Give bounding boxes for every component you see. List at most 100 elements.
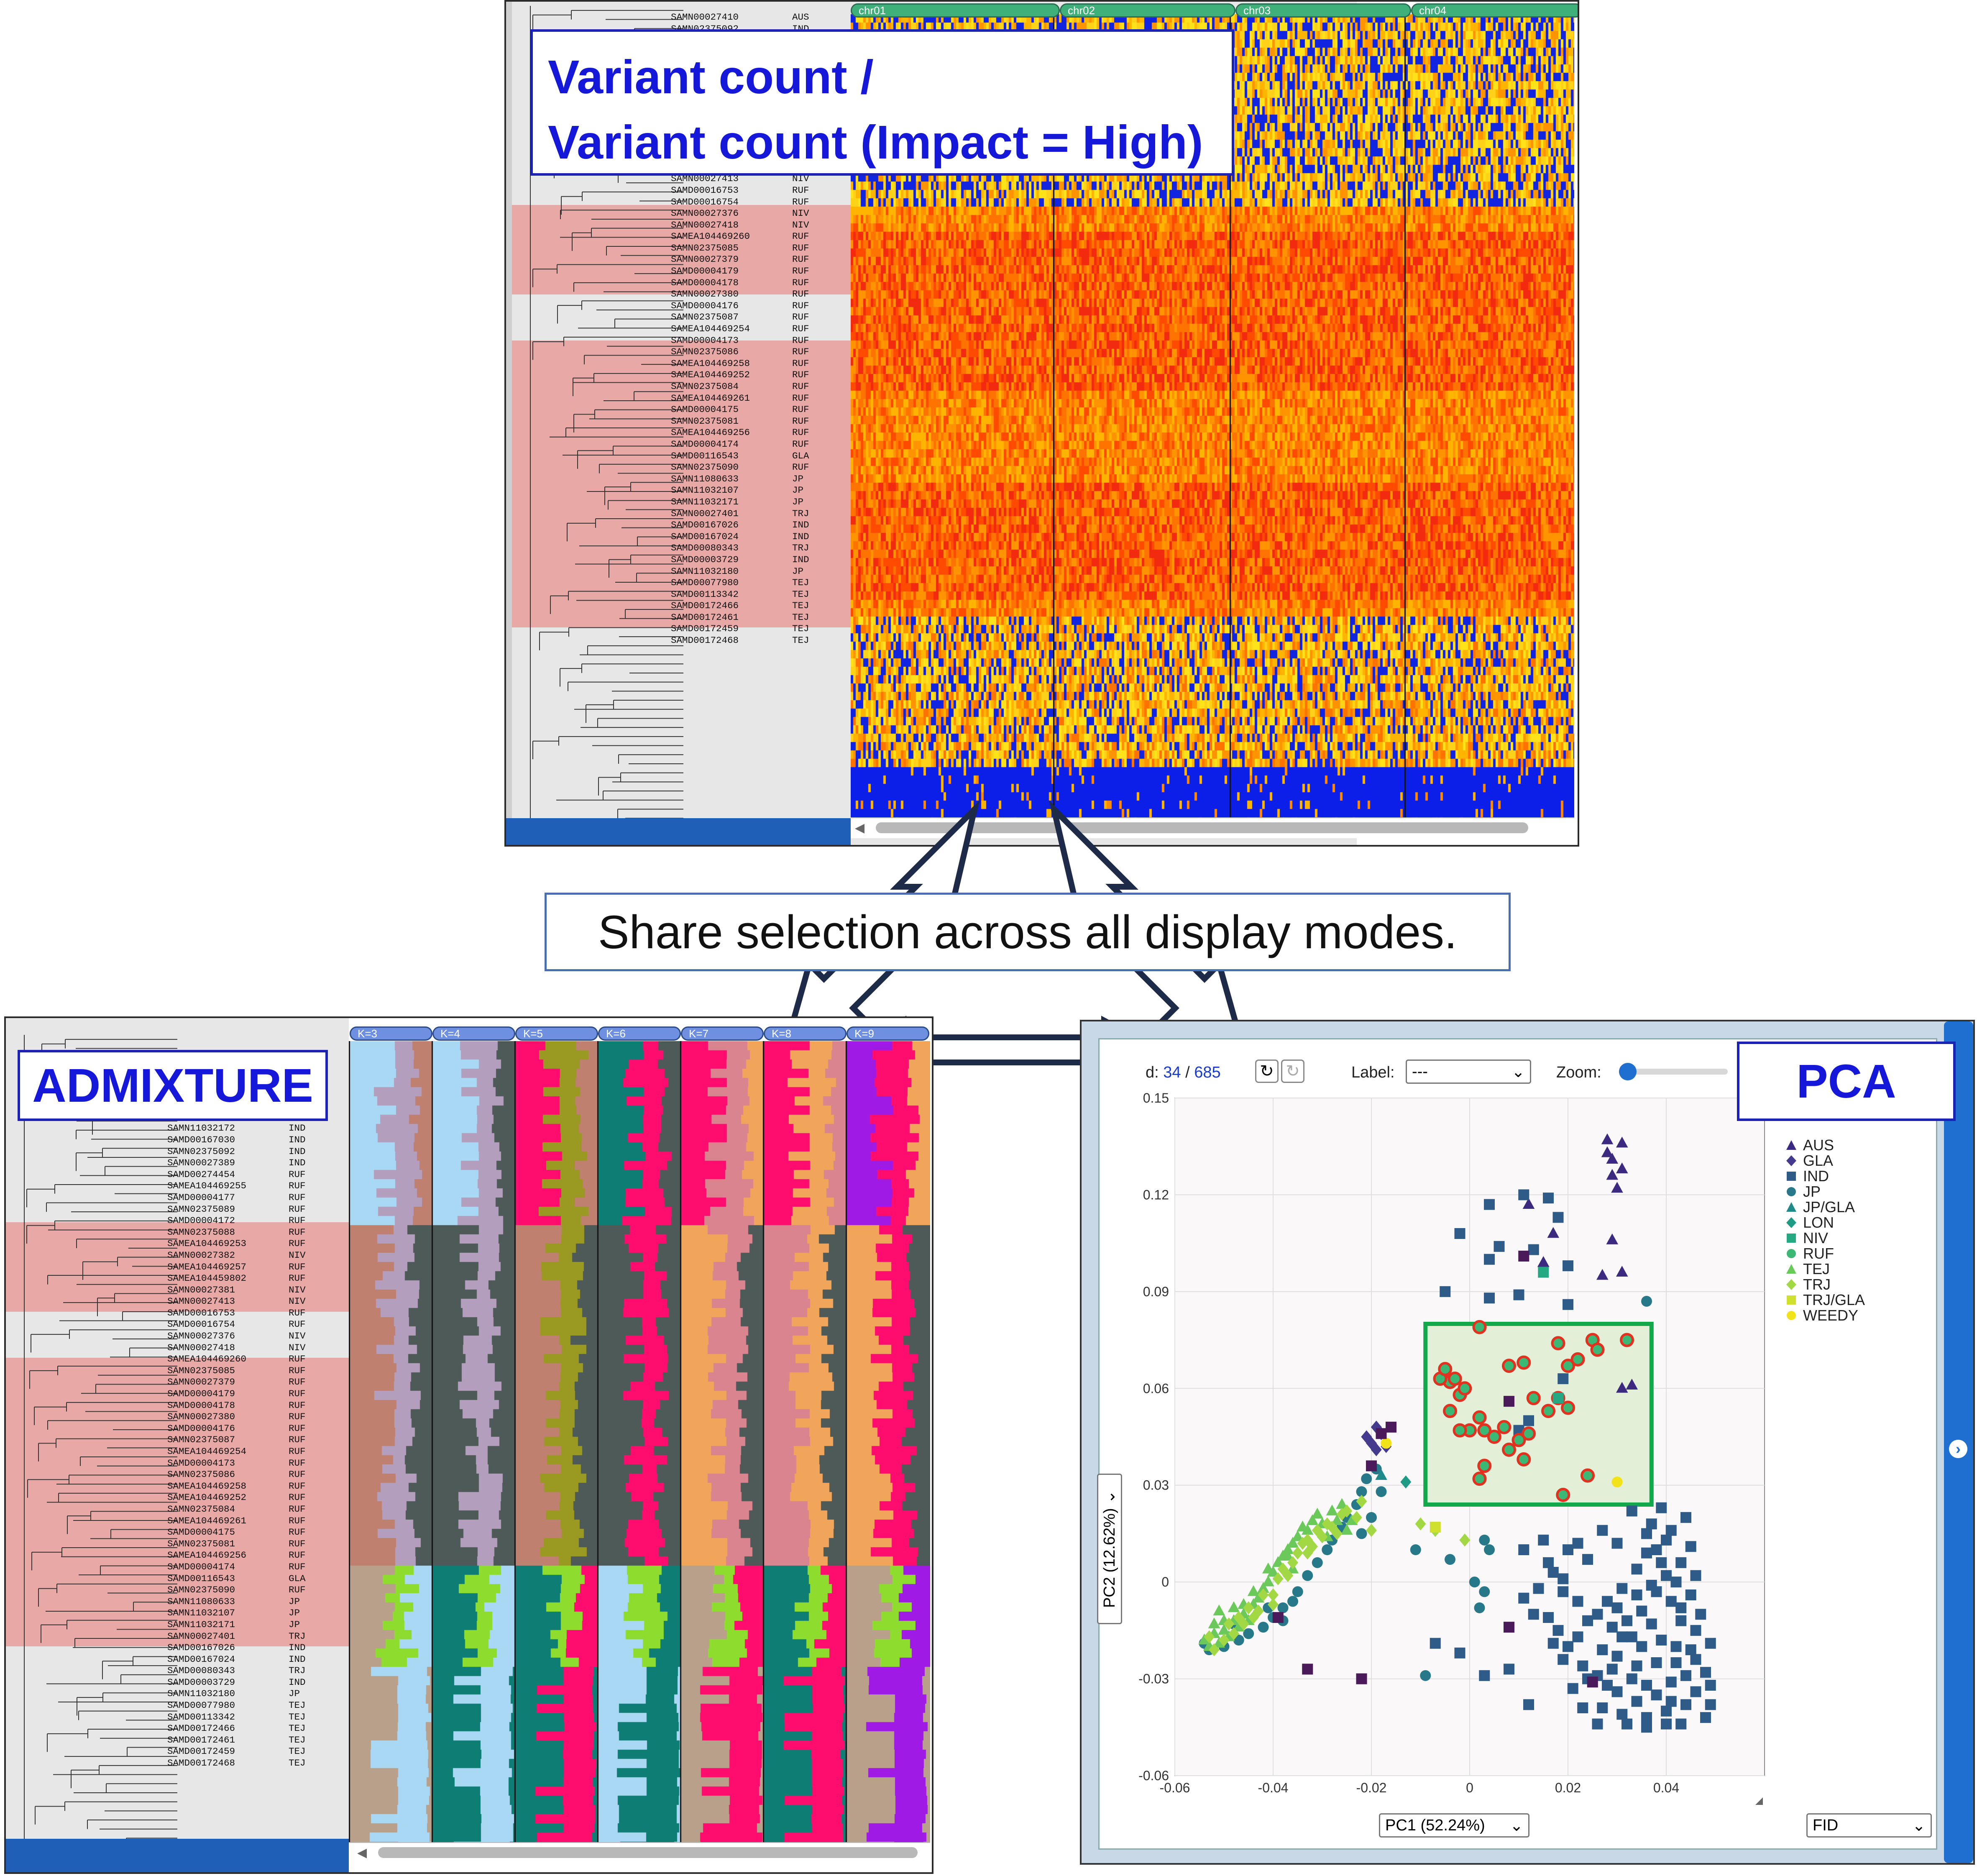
data-point-jp[interactable] — [1484, 1544, 1495, 1555]
data-point-tej[interactable] — [1292, 1530, 1304, 1541]
data-point-niv[interactable] — [1538, 1267, 1549, 1278]
data-point-jp[interactable] — [1376, 1486, 1387, 1497]
data-point-ind[interactable] — [1518, 1544, 1529, 1555]
legend-item[interactable]: RUF — [1785, 1245, 1834, 1262]
x-axis-select[interactable]: PC1 (52.24%) ⌄ — [1379, 1813, 1529, 1838]
data-point-jp[interactable] — [1361, 1473, 1372, 1484]
data-point-ind[interactable] — [1680, 1699, 1691, 1710]
data-point-trj[interactable] — [1238, 1617, 1249, 1631]
data-point-niv[interactable] — [1552, 1392, 1564, 1404]
data-point-trj[interactable] — [1312, 1524, 1323, 1537]
data-point-ind[interactable] — [1592, 1718, 1603, 1730]
legend-item[interactable]: TEJ — [1785, 1260, 1830, 1278]
redo-icon[interactable]: ↻ — [1281, 1060, 1304, 1083]
data-point-jp[interactable] — [1479, 1586, 1490, 1597]
data-point-tej[interactable] — [1213, 1604, 1225, 1615]
data-point-ind[interactable] — [1616, 1583, 1628, 1594]
data-point-other[interactable] — [1518, 1251, 1529, 1262]
data-point-jp[interactable] — [1312, 1557, 1323, 1568]
data-point-ind[interactable] — [1656, 1635, 1667, 1646]
data-point-ind[interactable] — [1700, 1712, 1711, 1723]
data-point-ind[interactable] — [1641, 1712, 1652, 1723]
admixture-scroll-left-icon[interactable]: ◀ — [357, 1846, 367, 1860]
data-point-ruf[interactable] — [1487, 1430, 1501, 1444]
data-point-ind[interactable] — [1533, 1583, 1544, 1594]
data-point-other[interactable] — [1272, 1612, 1284, 1623]
data-point-tej[interactable] — [1257, 1582, 1269, 1593]
data-point-trj[interactable] — [1272, 1572, 1284, 1586]
data-point-ind[interactable] — [1690, 1625, 1701, 1636]
data-point-aus[interactable] — [1547, 1227, 1560, 1238]
data-point-tej[interactable] — [1331, 1514, 1343, 1525]
data-point-aus[interactable] — [1522, 1198, 1535, 1209]
data-point-tej[interactable] — [1326, 1504, 1338, 1515]
selection-box[interactable] — [1423, 1322, 1654, 1507]
data-point-tej[interactable] — [1252, 1592, 1265, 1603]
data-point-ind[interactable] — [1543, 1557, 1554, 1568]
data-point-trj[interactable] — [1268, 1588, 1279, 1602]
data-point-ind[interactable] — [1484, 1199, 1495, 1210]
data-point-ind[interactable] — [1675, 1718, 1687, 1730]
data-point-trj[interactable] — [1282, 1569, 1294, 1582]
data-point-aus[interactable] — [1616, 1136, 1628, 1148]
k-tab[interactable]: K=6 — [598, 1026, 681, 1041]
data-point-ind[interactable] — [1572, 1538, 1583, 1549]
data-point-jp[interactable] — [1322, 1544, 1333, 1555]
data-point-ruf[interactable] — [1438, 1362, 1453, 1376]
k-tab[interactable]: K=7 — [681, 1026, 764, 1041]
data-point-ind[interactable] — [1454, 1228, 1465, 1239]
data-point-trj[interactable] — [1356, 1495, 1367, 1508]
data-point-trj[interactable] — [1341, 1504, 1353, 1518]
data-point-ind[interactable] — [1582, 1554, 1593, 1565]
data-point-ind[interactable] — [1661, 1570, 1672, 1581]
data-point-aus[interactable] — [1611, 1182, 1623, 1193]
legend-item[interactable]: GLA — [1785, 1152, 1833, 1170]
data-point-tej[interactable] — [1267, 1566, 1279, 1577]
data-point-ind[interactable] — [1661, 1718, 1672, 1730]
data-point-ind[interactable] — [1602, 1596, 1613, 1607]
data-point-aus[interactable] — [1616, 1382, 1628, 1393]
data-point-tej[interactable] — [1247, 1585, 1260, 1596]
data-point-ind[interactable] — [1552, 1212, 1564, 1223]
data-point-ind[interactable] — [1631, 1696, 1642, 1707]
data-point-ind[interactable] — [1626, 1673, 1637, 1684]
scroll-left-icon[interactable]: ◀ — [855, 821, 865, 835]
data-point-trj[interactable] — [1331, 1527, 1343, 1541]
data-point-trj[interactable] — [1327, 1520, 1338, 1534]
data-point-ind[interactable] — [1651, 1689, 1662, 1701]
data-point-ind[interactable] — [1538, 1534, 1549, 1546]
data-point-ind[interactable] — [1582, 1615, 1593, 1626]
legend-item[interactable]: TRJ — [1785, 1276, 1831, 1293]
data-point-ind[interactable] — [1665, 1696, 1677, 1707]
data-point-trj[interactable] — [1415, 1517, 1426, 1530]
data-point-ind[interactable] — [1611, 1651, 1623, 1662]
data-point-ind[interactable] — [1646, 1618, 1657, 1630]
data-point-ind[interactable] — [1606, 1664, 1618, 1675]
data-point-ind[interactable] — [1651, 1657, 1662, 1668]
legend-item[interactable]: IND — [1785, 1167, 1829, 1185]
data-point-ind[interactable] — [1621, 1718, 1632, 1730]
data-point-ind[interactable] — [1700, 1667, 1711, 1678]
data-point-ind[interactable] — [1621, 1615, 1632, 1626]
data-point-ind[interactable] — [1518, 1592, 1529, 1604]
data-point-tej[interactable] — [1301, 1524, 1314, 1535]
data-point-other[interactable] — [1376, 1428, 1387, 1439]
data-point-jp[interactable] — [1474, 1602, 1485, 1613]
data-point-ind[interactable] — [1430, 1638, 1441, 1649]
data-point-ruf[interactable] — [1620, 1333, 1634, 1347]
data-point-ind[interactable] — [1558, 1586, 1569, 1597]
data-point-ind[interactable] — [1695, 1609, 1706, 1620]
data-point-ruf[interactable] — [1453, 1423, 1467, 1438]
data-point-ind[interactable] — [1597, 1525, 1608, 1536]
data-point-tej[interactable] — [1286, 1536, 1299, 1548]
data-point-ind[interactable] — [1705, 1638, 1716, 1649]
data-point-ind[interactable] — [1685, 1644, 1696, 1656]
data-point-ind[interactable] — [1563, 1641, 1573, 1652]
data-point-tej[interactable] — [1218, 1624, 1230, 1635]
data-point-ruf[interactable] — [1497, 1420, 1512, 1434]
data-point-aus[interactable] — [1626, 1378, 1638, 1390]
data-point-ind[interactable] — [1494, 1241, 1505, 1252]
data-point-trj[interactable] — [1218, 1633, 1230, 1647]
data-point-jp[interactable] — [1445, 1554, 1455, 1565]
data-point-ruf[interactable] — [1502, 1442, 1516, 1457]
